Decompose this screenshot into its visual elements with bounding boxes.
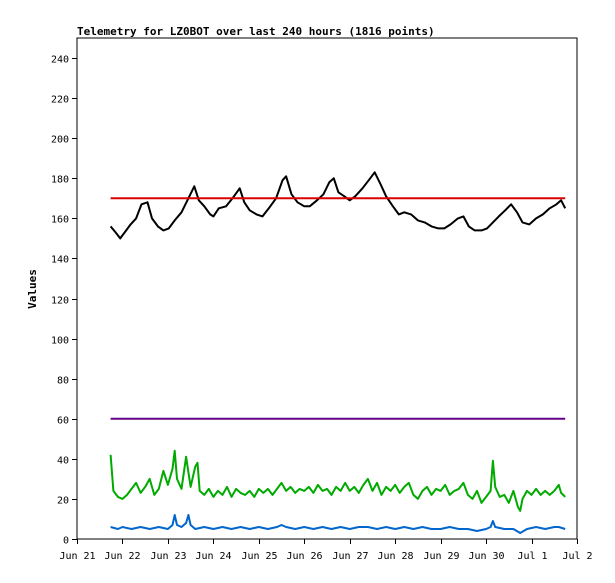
y-tick-label: 120	[51, 296, 69, 307]
y-tick-label: 200	[51, 135, 69, 146]
y-tick-label: 0	[63, 536, 69, 547]
chart-title: Telemetry for LZ0BOT over last 240 hours…	[77, 25, 435, 38]
y-tick-label: 240	[51, 55, 69, 66]
x-tick-label: Jun 24	[195, 551, 231, 562]
plot-frame	[76, 37, 578, 540]
y-tick-label: 40	[57, 456, 69, 467]
y-tick-label: 100	[51, 336, 69, 347]
series-line-4	[109, 449, 566, 512]
y-axis-label: Values	[26, 269, 39, 309]
x-tick-label: Jun 21	[59, 551, 95, 562]
plot-area: 0 20 40 60 80 100 120 140 160 180 200 220 240 Jun 21 J…	[51, 37, 593, 562]
y-tick-label: 180	[51, 175, 69, 186]
y-tick-label: 60	[57, 416, 69, 427]
y-tick-label: 80	[57, 376, 69, 387]
x-tick-label: Jun 23	[150, 551, 186, 562]
x-tick-label: Jun 22	[104, 551, 140, 562]
series-line-1	[109, 171, 567, 240]
x-tick-label: Jun 30	[468, 551, 504, 562]
x-tick-label: Jun 29	[423, 551, 459, 562]
y-tick-label: 20	[57, 496, 69, 507]
series-line-5	[110, 514, 566, 534]
x-tick-label: Jun 27	[332, 551, 368, 562]
x-tick-label: Jul 2	[562, 551, 592, 562]
y-tick-label: 160	[51, 215, 69, 226]
y-tick-label: 220	[51, 95, 69, 106]
x-tick-label: Jun 28	[377, 551, 413, 562]
x-tick-label: Jun 25	[241, 551, 277, 562]
x-tick-label: Jul 1	[517, 551, 547, 562]
y-tick-label: 140	[51, 255, 69, 266]
x-tick-label: Jun 26	[286, 551, 322, 562]
